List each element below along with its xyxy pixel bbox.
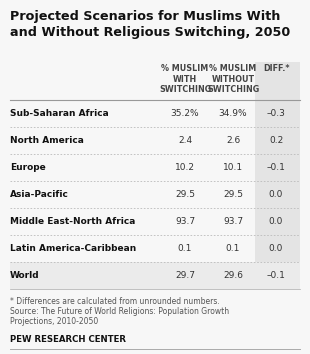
- Text: 29.6: 29.6: [223, 271, 243, 280]
- Text: –0.1: –0.1: [267, 271, 286, 280]
- Text: 35.2%: 35.2%: [171, 109, 199, 118]
- Text: 0.2: 0.2: [269, 136, 283, 145]
- Text: % MUSLIM
WITH
SWITCHING: % MUSLIM WITH SWITCHING: [159, 64, 211, 95]
- Text: Source: The Future of World Religions: Population Growth: Source: The Future of World Religions: P…: [10, 307, 229, 316]
- Text: PEW RESEARCH CENTER: PEW RESEARCH CENTER: [10, 335, 126, 344]
- Text: 29.5: 29.5: [223, 190, 243, 199]
- Text: 0.1: 0.1: [178, 244, 192, 253]
- Text: 0.0: 0.0: [269, 190, 283, 199]
- Text: 10.2: 10.2: [175, 163, 195, 172]
- Bar: [10, 262, 300, 289]
- Text: –0.1: –0.1: [267, 163, 286, 172]
- Text: Europe: Europe: [10, 163, 46, 172]
- Text: 0.0: 0.0: [269, 217, 283, 226]
- Text: Middle East-North Africa: Middle East-North Africa: [10, 217, 135, 226]
- Text: Sub-Saharan Africa: Sub-Saharan Africa: [10, 109, 109, 118]
- Text: 0.1: 0.1: [226, 244, 240, 253]
- Text: Projections, 2010-2050: Projections, 2010-2050: [10, 317, 98, 326]
- Text: and Without Religious Switching, 2050: and Without Religious Switching, 2050: [10, 26, 290, 39]
- Text: Projected Scenarios for Muslims With: Projected Scenarios for Muslims With: [10, 10, 280, 23]
- Text: World: World: [10, 271, 40, 280]
- Text: North America: North America: [10, 136, 84, 145]
- Text: –0.3: –0.3: [267, 109, 286, 118]
- Text: 0.0: 0.0: [269, 244, 283, 253]
- Text: * Differences are calculated from unrounded numbers.: * Differences are calculated from unroun…: [10, 297, 220, 306]
- Text: 93.7: 93.7: [175, 217, 195, 226]
- Text: Latin America-Caribbean: Latin America-Caribbean: [10, 244, 136, 253]
- Text: 29.7: 29.7: [175, 271, 195, 280]
- Bar: [255, 62, 300, 289]
- Text: 93.7: 93.7: [223, 217, 243, 226]
- Text: DIFF.*: DIFF.*: [263, 64, 289, 73]
- Text: 2.4: 2.4: [178, 136, 192, 145]
- Text: 2.6: 2.6: [226, 136, 240, 145]
- Text: % MUSLIM
WITHOUT
SWITCHING: % MUSLIM WITHOUT SWITCHING: [207, 64, 259, 95]
- Text: Asia-Pacific: Asia-Pacific: [10, 190, 69, 199]
- Text: 29.5: 29.5: [175, 190, 195, 199]
- Text: 34.9%: 34.9%: [219, 109, 247, 118]
- Text: 10.1: 10.1: [223, 163, 243, 172]
